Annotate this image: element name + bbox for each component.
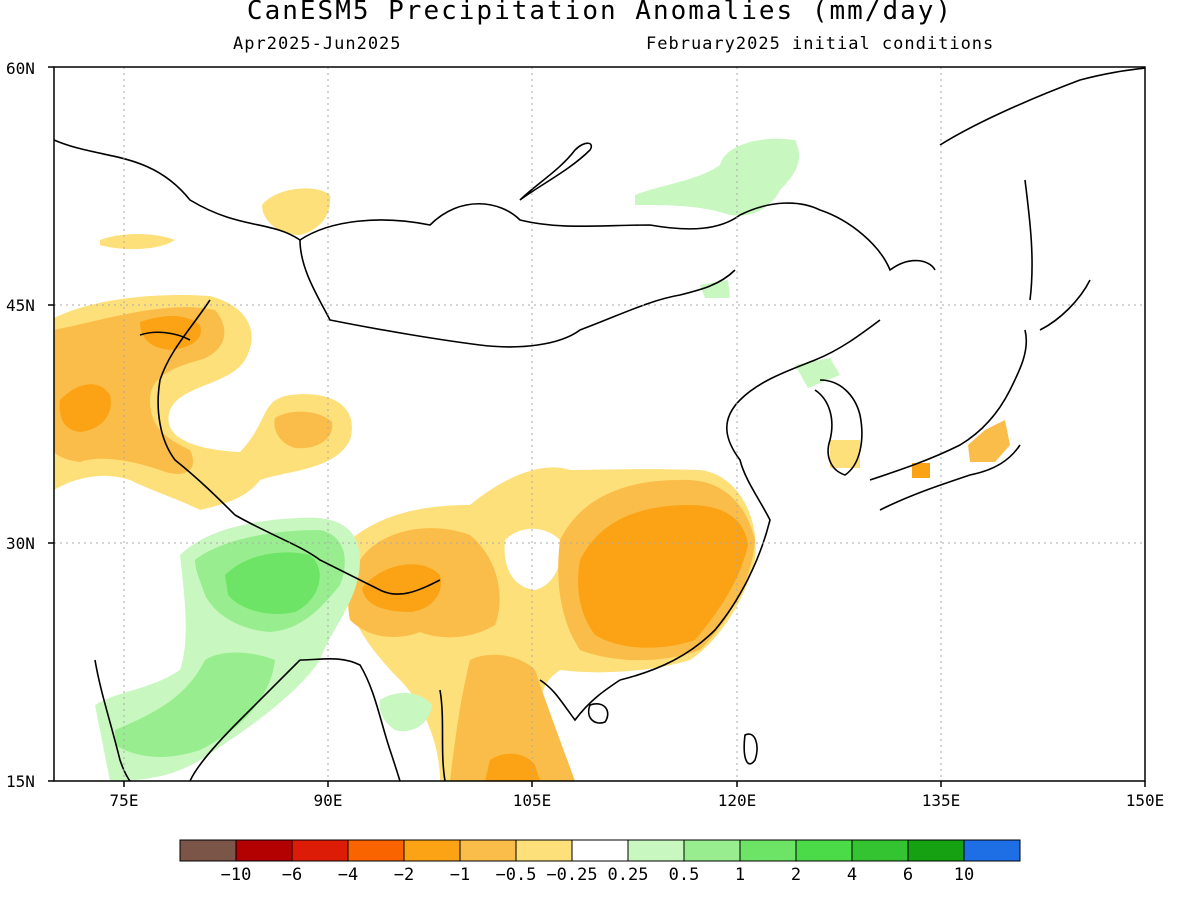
- anomaly-dry-dzungaria: [262, 188, 331, 235]
- colorbar-swatch: [907, 839, 965, 862]
- colorbar-swatch: [235, 839, 293, 862]
- lon-label-105e: 105E: [513, 791, 552, 810]
- anomaly-dry-kyrgyzstan: [54, 307, 225, 474]
- plot-frame: [53, 66, 1146, 782]
- anomaly-dry-yunnan-core: [362, 564, 441, 612]
- taiwan: [743, 733, 758, 765]
- lon-label-150e: 150E: [1126, 791, 1165, 810]
- anomaly-dry-east-china-core: [578, 505, 748, 648]
- himalaya-border: [234, 514, 441, 595]
- colorbar-swatch: [403, 839, 461, 862]
- hainan: [587, 703, 609, 724]
- colorbar-label: 6: [903, 865, 913, 885]
- colorbar-swatch: [179, 839, 237, 862]
- coastlines-borders: [54, 67, 1145, 781]
- anomaly-dry-fergana: [59, 384, 111, 432]
- lon-label-120e: 120E: [718, 791, 757, 810]
- colorbar-swatch: [683, 839, 741, 862]
- colorbar-swatch: [347, 839, 405, 862]
- korea-coast: [814, 379, 863, 476]
- forecast-period: Apr2025-Jun2025: [233, 34, 402, 54]
- anomaly-dry-korea: [830, 440, 860, 468]
- bay-of-bengal-coast: [299, 657, 401, 781]
- anomaly-wet-manchuria: [795, 358, 840, 388]
- anomaly-wet-india-central: [115, 652, 275, 757]
- colorbar-label: 1: [735, 865, 745, 885]
- anomaly-dry-japan-west: [912, 463, 930, 478]
- anomaly-wet-inner-mongolia: [700, 280, 730, 298]
- colorbar-swatch: [571, 839, 629, 862]
- anomaly-dry-japan: [968, 420, 1010, 462]
- china-north-border: [299, 239, 736, 348]
- okhotsk-coast: [939, 67, 1145, 146]
- anomaly-dry-indochina-core: [485, 753, 540, 781]
- initial-conditions: February2025 initial conditions: [646, 34, 995, 54]
- colorbar-swatch: [739, 839, 797, 862]
- anomaly-dry-tibet-west: [274, 411, 333, 449]
- lat-ticks: [48, 66, 54, 782]
- lat-label-15n: 15N: [6, 772, 35, 791]
- india-coast: [94, 659, 301, 781]
- colorbar-label: −0.5: [496, 865, 537, 885]
- colorbar-label: −0.25: [546, 865, 597, 885]
- colorbar: −10 −6 −4 −2 −1 −0.5 −0.25 0.25 0.5 1 2 4 6 10: [179, 839, 1021, 885]
- longitude-axis: 75E 90E 105E 120E 135E 150E: [110, 791, 1165, 810]
- colorbar-label: 10: [954, 865, 974, 885]
- colorbar-label: −1: [450, 865, 470, 885]
- sakhalin-hokkaido: [1024, 179, 1091, 331]
- southeast-asia-coast: [439, 679, 621, 781]
- colorbar-label: 0.5: [669, 865, 700, 885]
- colorbar-swatch: [459, 839, 517, 862]
- lat-label-30n: 30N: [6, 534, 35, 553]
- japan-south-coast: [879, 444, 1021, 511]
- colorbar-label: −4: [338, 865, 358, 885]
- map-title: CanESM5 Precipitation Anomalies (mm/day): [246, 0, 954, 26]
- lon-label-90e: 90E: [314, 791, 343, 810]
- colorbar-swatch: [963, 839, 1021, 862]
- colorbar-label: −6: [282, 865, 302, 885]
- colorbar-swatch: [515, 839, 573, 862]
- anomaly-neutral-sichuan: [504, 528, 562, 590]
- lon-label-135e: 135E: [922, 791, 961, 810]
- graticule: [54, 67, 1145, 781]
- lon-ticks: [123, 781, 1146, 787]
- anomaly-wet-nepal: [225, 552, 320, 615]
- japan-honshu: [869, 329, 1028, 481]
- colorbar-swatch: [795, 839, 853, 862]
- colorbar-swatch: [291, 839, 349, 862]
- china-coast: [619, 319, 881, 681]
- russia-border: [54, 139, 936, 272]
- latitude-axis: 60N 45N 30N 15N: [6, 59, 35, 791]
- lat-label-45n: 45N: [6, 296, 35, 315]
- colorbar-swatch: [851, 839, 909, 862]
- colorbar-label: 2: [791, 865, 801, 885]
- colorbar-label: 0.25: [608, 865, 649, 885]
- anomaly-wet-amur: [635, 138, 800, 216]
- colorbar-swatch: [627, 839, 685, 862]
- anomaly-shading: [54, 138, 1010, 781]
- anomaly-wet-bangladesh: [379, 693, 432, 732]
- colorbar-label: −2: [394, 865, 414, 885]
- colorbar-label: −10: [221, 865, 252, 885]
- lat-label-60n: 60N: [6, 59, 35, 78]
- anomaly-dry-kazakh-north: [100, 234, 175, 250]
- lake-balkhash: [139, 331, 191, 341]
- lon-label-75e: 75E: [110, 791, 139, 810]
- colorbar-label: 4: [847, 865, 857, 885]
- china-west-border: [157, 299, 236, 516]
- lake-baikal: [519, 142, 593, 201]
- anomaly-dry-indochina: [450, 654, 575, 781]
